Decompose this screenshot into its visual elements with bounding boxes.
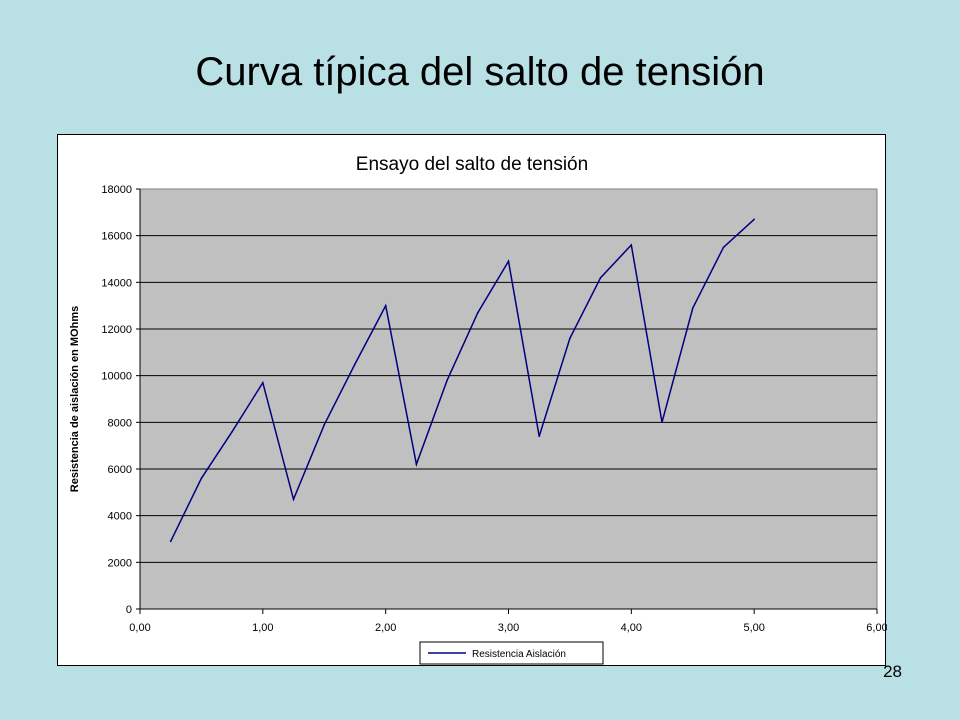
data-point <box>169 540 172 543</box>
data-point <box>354 363 356 365</box>
data-point <box>415 463 418 466</box>
chart-area: Ensayo del salto de tensión 0 2000 4000 600… <box>57 134 887 666</box>
y-axis-label: Resistencia de aislación en MOhms <box>69 306 81 492</box>
data-point <box>630 244 633 246</box>
y-tick-label: 18000 <box>101 184 132 196</box>
y-tick-label: 12000 <box>101 324 132 336</box>
plot-group: 0 2000 4000 6000 8000 10000 12000 14000 16000 180… <box>101 184 887 634</box>
x-tick-label: 6,00 <box>866 622 887 634</box>
y-tick-label: 0 <box>126 604 132 616</box>
x-tick-label: 1,00 <box>252 622 273 634</box>
x-tick-label: 2,00 <box>375 622 396 634</box>
data-point <box>446 379 448 382</box>
data-point <box>384 304 387 307</box>
series-line <box>170 218 755 542</box>
x-tick-label: 3,00 <box>498 622 519 634</box>
data-point <box>323 423 326 426</box>
data-point <box>722 246 725 249</box>
data-point <box>661 421 663 424</box>
y-tick-label: 16000 <box>101 231 132 243</box>
data-point <box>599 276 602 279</box>
x-tick-label: 4,00 <box>621 622 642 634</box>
legend: Resistencia Aislación <box>419 641 604 665</box>
x-tick-label: 5,00 <box>743 622 764 634</box>
y-tick-label: 8000 <box>108 417 132 429</box>
y-tick-label: 14000 <box>101 277 132 289</box>
slide-title: Curva típica del salto de tensión <box>195 50 765 94</box>
line-chart: Ensayo del salto de tensión 0 2000 4000 600… <box>69 154 887 665</box>
y-tick-label: 10000 <box>101 371 132 383</box>
data-point <box>538 435 541 438</box>
page-number: 28 <box>883 662 902 681</box>
data-point <box>691 307 694 309</box>
data-point <box>231 430 233 433</box>
y-tick-label: 4000 <box>108 511 132 523</box>
x-tick-label: 0,00 <box>129 622 150 634</box>
legend-box <box>419 641 604 665</box>
y-tick-label: 2000 <box>108 557 132 569</box>
y-tick-label: 6000 <box>108 464 132 476</box>
data-point <box>262 381 264 384</box>
data-point <box>200 477 203 480</box>
data-point <box>476 311 479 314</box>
data-point <box>753 218 755 221</box>
data-point <box>569 337 571 340</box>
legend-label: Resistencia Aislación <box>472 649 566 660</box>
data-point <box>292 498 295 501</box>
chart-title: Ensayo del salto de tensión <box>356 154 588 175</box>
plot-background <box>139 188 878 610</box>
data-point <box>507 260 510 263</box>
